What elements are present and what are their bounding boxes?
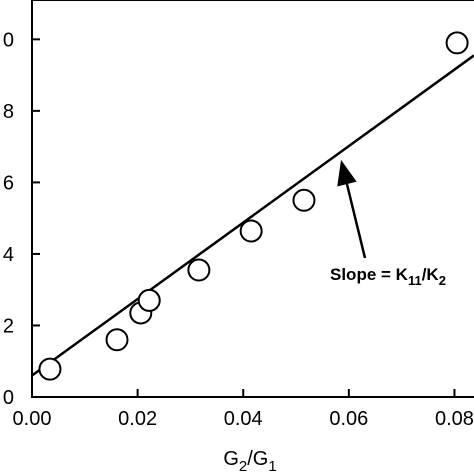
point [292,188,316,212]
x-tick-label: 0.06 [329,408,368,430]
plot-frame [31,0,474,398]
x-label-text: G [223,448,239,470]
annotation-arrow [337,159,367,259]
annotation-text: /K [422,265,440,284]
x-tick-label: 0.00 [13,408,52,430]
y-tick-label: 0 [3,29,14,51]
point [105,328,129,352]
x-label-text: /G [247,448,268,470]
y-tick-label: 4 [3,244,14,266]
point [445,31,469,55]
annotation-sub: 2 [439,273,446,288]
y-tick-label: 0 [3,387,14,409]
x-tick-label: 0.04 [224,408,263,430]
point [38,357,62,381]
point [239,219,263,243]
annotation-sub: 11 [408,273,422,288]
x-label-sub: 1 [268,458,276,474]
y-tick-label: 2 [3,315,14,337]
point [137,288,161,312]
x-tick-label: 0.02 [118,408,157,430]
x-tick-label: 0.08 [435,408,474,430]
point [187,258,211,282]
y-tick-label: 6 [3,172,14,194]
x-label-sub: 2 [239,458,247,474]
annotation-text: Slope = K [330,265,409,284]
y-tick-label: 8 [3,101,14,123]
x-axis-label: G2/G1 [223,448,276,474]
annotation: Slope = K11/K2 [330,265,446,288]
fit-line [31,54,474,377]
